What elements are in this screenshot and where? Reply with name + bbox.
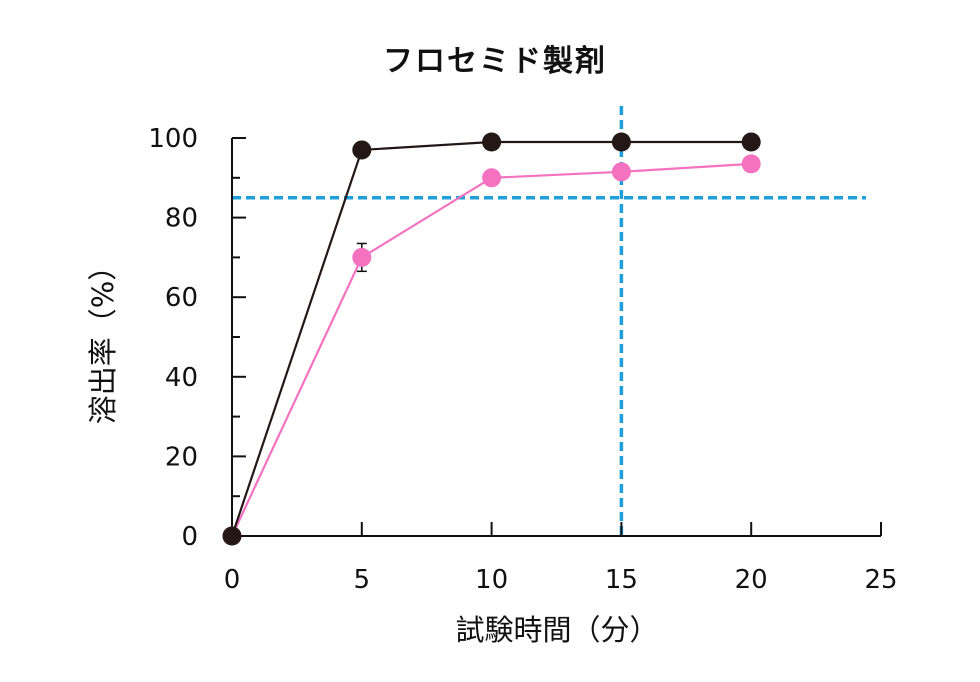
y-tick-label: 60	[165, 283, 198, 313]
y-axis-title: 溶出率（%）	[86, 252, 120, 425]
data-point	[611, 132, 631, 152]
y-tick-label: 100	[148, 124, 198, 154]
x-tick-label: 20	[735, 565, 768, 595]
axes: 0 20 40 60 80 100 0 5 10 15 20 25	[148, 124, 897, 595]
data-point	[482, 168, 502, 188]
chart-title: フロセミド製剤	[383, 44, 607, 79]
y-tick-label: 40	[165, 363, 198, 393]
x-tick-label: 25	[864, 565, 897, 595]
series-2	[222, 154, 761, 546]
series-line	[231, 162, 752, 537]
series-line	[230, 140, 752, 537]
data-point	[222, 526, 242, 546]
series-1	[222, 132, 761, 546]
data-point	[482, 132, 502, 152]
x-axis-title: 試験時間（分）	[455, 613, 658, 647]
x-tick-label: 0	[224, 565, 241, 595]
data-point	[611, 162, 631, 182]
y-tick-label: 80	[165, 204, 198, 234]
y-tick-label: 0	[181, 522, 198, 552]
x-tick-label: 5	[354, 565, 371, 595]
x-tick-label: 15	[605, 565, 638, 595]
data-point	[741, 132, 761, 152]
y-tick-label: 20	[165, 442, 198, 472]
data-point	[741, 154, 761, 174]
data-point	[352, 247, 372, 267]
x-tick-label: 10	[475, 565, 508, 595]
series-layer	[222, 132, 761, 546]
reference-lines	[232, 106, 866, 536]
data-point	[352, 140, 372, 160]
